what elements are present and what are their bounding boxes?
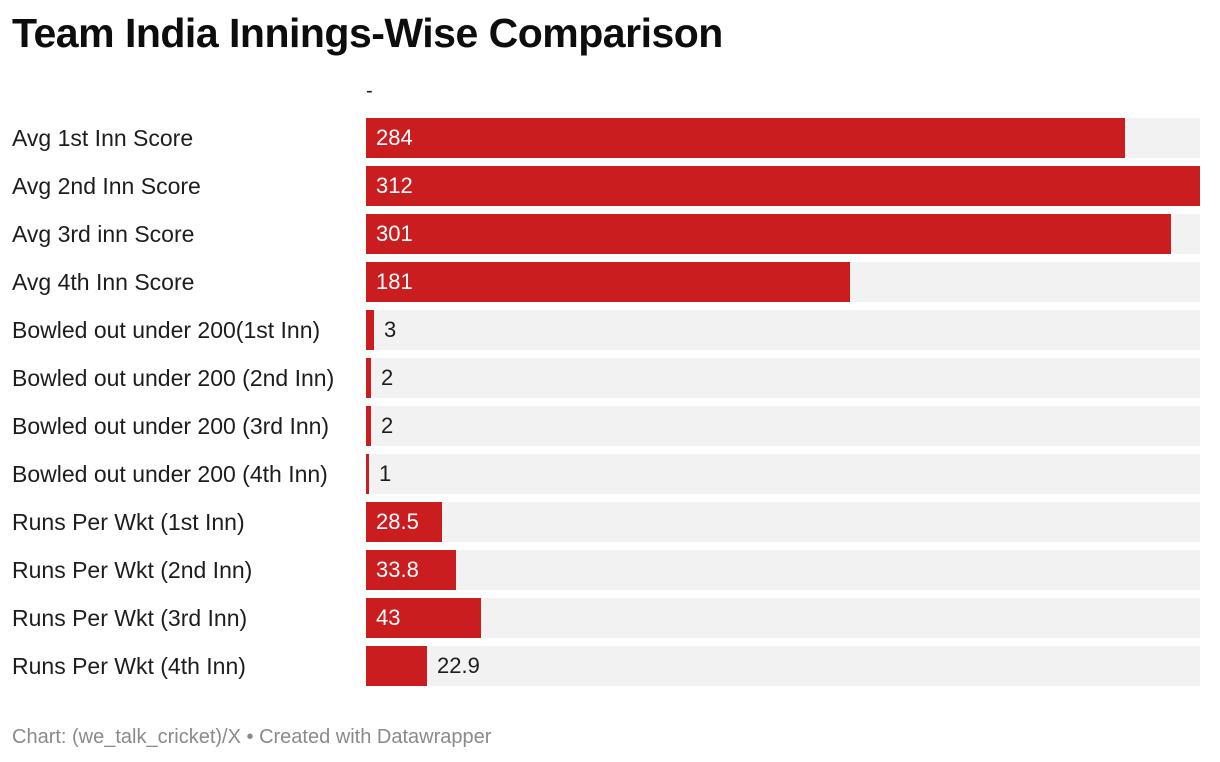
bar: [366, 502, 442, 542]
bar-row: Bowled out under 200 (3rd Inn) 2: [0, 406, 1220, 446]
bar-row: Bowled out under 200(1st Inn) 3: [0, 310, 1220, 350]
bar-row: Avg 1st Inn Score 284: [0, 118, 1220, 158]
category-label: Runs Per Wkt (2nd Inn): [12, 557, 253, 583]
value-label: 284: [376, 125, 413, 150]
bar: [366, 214, 1171, 254]
value-label: 22.9: [437, 653, 480, 678]
category-label: Avg 1st Inn Score: [12, 125, 194, 151]
value-label: 181: [376, 269, 413, 294]
category-label: Runs Per Wkt (1st Inn): [12, 509, 245, 535]
value-label: 28.5: [376, 509, 419, 534]
bar-track: 3: [366, 310, 1200, 350]
bar: [366, 406, 371, 446]
bar-track: 28.5: [366, 502, 1200, 542]
chart-footer: Chart: (we_talk_cricket)/X • Created wit…: [12, 726, 492, 748]
value-label: 2: [381, 413, 394, 438]
value-label: 3: [384, 317, 397, 342]
value-label: 1: [379, 461, 392, 486]
category-label: Runs Per Wkt (4th Inn): [12, 653, 246, 679]
bar-track: 2: [366, 358, 1200, 398]
column-header: -: [366, 80, 373, 102]
bar-track: 181: [366, 262, 1200, 302]
bar-row: Runs Per Wkt (4th Inn) 22.9: [0, 646, 1220, 686]
bar-row: Runs Per Wkt (3rd Inn) 43: [0, 598, 1220, 638]
bar-track: 2: [366, 406, 1200, 446]
bar-row: Avg 4th Inn Score 181: [0, 262, 1220, 302]
bar: [366, 310, 374, 350]
category-label: Bowled out under 200 (2nd Inn): [12, 365, 335, 391]
category-label: Bowled out under 200(1st Inn): [12, 317, 321, 343]
category-label: Bowled out under 200 (3rd Inn): [12, 413, 330, 439]
bar: [366, 454, 369, 494]
bar-track: 301: [366, 214, 1200, 254]
bar-row: Bowled out under 200 (2nd Inn) 2: [0, 358, 1220, 398]
bar: [366, 166, 1200, 206]
bar-track: 312: [366, 166, 1200, 206]
value-label: 301: [376, 221, 413, 246]
bar: [366, 262, 850, 302]
category-label: Avg 4th Inn Score: [12, 269, 195, 295]
bar-track: 284: [366, 118, 1200, 158]
bar: [366, 118, 1125, 158]
category-label: Bowled out under 200 (4th Inn): [12, 461, 328, 487]
value-label: 43: [376, 605, 401, 630]
bar: [366, 598, 481, 638]
chart-title: Team India Innings-Wise Comparison: [12, 10, 723, 56]
bar-row: Runs Per Wkt (1st Inn) 28.5: [0, 502, 1220, 542]
value-label: 2: [381, 365, 394, 390]
bar-row: Bowled out under 200 (4th Inn) 1: [0, 454, 1220, 494]
bar-track: 1: [366, 454, 1200, 494]
value-label: 33.8: [376, 557, 419, 582]
bar-track: 22.9: [366, 646, 1200, 686]
value-label: 312: [376, 173, 413, 198]
category-label: Avg 2nd Inn Score: [12, 173, 201, 199]
bar-row: Avg 2nd Inn Score 312: [0, 166, 1220, 206]
bar-row: Avg 3rd inn Score 301: [0, 214, 1220, 254]
bar: [366, 358, 371, 398]
category-label: Avg 3rd inn Score: [12, 221, 195, 247]
bar: [366, 550, 456, 590]
bar-track: 43: [366, 598, 1200, 638]
category-label: Runs Per Wkt (3rd Inn): [12, 605, 248, 631]
bar-row: Runs Per Wkt (2nd Inn) 33.8: [0, 550, 1220, 590]
bar: [366, 646, 427, 686]
bar-track: 33.8: [366, 550, 1200, 590]
